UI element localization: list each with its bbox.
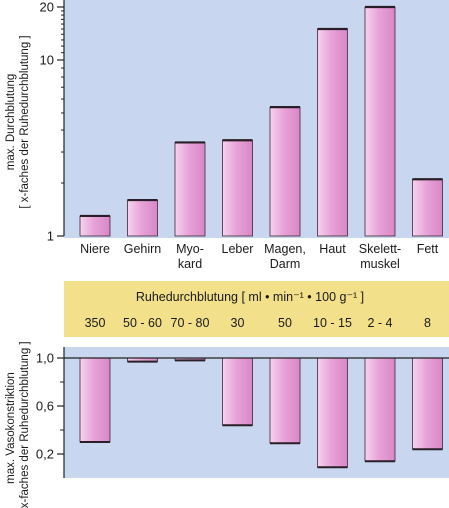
- max-flow-bar: [317, 28, 348, 237]
- max-flow-bar: [174, 142, 206, 237]
- max-flow-bar: [79, 215, 111, 237]
- vasoconstriction-bar: [269, 357, 301, 444]
- vasoconstriction-tick-label: 0,6: [36, 399, 54, 414]
- category-label: Gehirn: [124, 242, 162, 256]
- vasoconstriction-ylabel-line-1: max. Vasokonstriktion: [5, 372, 17, 484]
- vasoconstriction-bar: [317, 357, 348, 468]
- max-flow-tick-label: 1: [47, 229, 54, 244]
- max-flow-bar: [127, 199, 158, 237]
- rest-flow-value: 50: [278, 316, 292, 330]
- max-flow-ylabel-line-1: max. Durchblutung: [5, 74, 17, 171]
- rest-flow-band: Ruhedurchblutung [ ml • min⁻¹ • 100 g⁻¹ …: [64, 281, 449, 337]
- vasoconstriction-tick-label: 1,0: [36, 351, 54, 366]
- rest-flow-band-bg: [64, 281, 449, 337]
- vasoconstriction-ylabel-line-2: [ x-faches der Ruhedurchblutung ]: [19, 341, 31, 508]
- max-flow-bar: [269, 106, 301, 237]
- rest-flow-value: 50 - 60: [123, 316, 162, 330]
- max-flow-ylabel-line-2: [ x-faches der Ruhedurchblutung ]: [19, 35, 31, 208]
- vasoconstriction-tick-label: 0,2: [36, 447, 54, 462]
- max-flow-y-axis: 1 10 20: [40, 0, 65, 244]
- category-label: Fett: [417, 242, 439, 256]
- category-label: Leber: [222, 242, 254, 256]
- vasoconstriction-bar: [412, 357, 443, 450]
- rest-flow-value: 30: [231, 316, 245, 330]
- max-flow-tick-label: 20: [40, 0, 54, 15]
- rest-flow-value: 10 - 15: [313, 316, 352, 330]
- vasoconstriction-bar: [79, 357, 111, 443]
- rest-flow-value: 2 - 4: [367, 316, 392, 330]
- max-flow-bar: [222, 139, 253, 237]
- vasoconstriction-chart: max. Vasokonstriktion [ x-faches der Ruh…: [5, 341, 449, 508]
- rest-flow-value: 350: [85, 316, 106, 330]
- rest-flow-values: 350 50 - 60 70 - 80 30 50 10 - 15 2 - 4 8: [85, 316, 431, 330]
- category-label: muskel: [360, 257, 400, 271]
- category-label: kard: [178, 257, 202, 271]
- max-flow-bars: [79, 5, 443, 237]
- vasoconstriction-bar: [364, 357, 396, 462]
- max-flow-chart: max. Durchblutung [ x-faches der Ruhedur…: [5, 0, 449, 271]
- category-label: Skelett-: [359, 242, 401, 256]
- category-label: Darm: [270, 257, 301, 271]
- category-labels: Niere Gehirn Myo-kard Leber Magen,Darm Haut Sk…: [80, 242, 439, 271]
- category-label: Magen,: [264, 242, 306, 256]
- category-label: Haut: [319, 242, 346, 256]
- max-flow-bar: [412, 178, 443, 237]
- rest-flow-value: 8: [424, 316, 431, 330]
- vasoconstriction-bar: [222, 357, 253, 426]
- max-flow-tick-label: 10: [40, 52, 54, 67]
- max-flow-bar: [364, 6, 396, 237]
- rest-flow-value: 70 - 80: [171, 316, 210, 330]
- category-label: Myo-: [176, 242, 204, 256]
- vasoconstriction-y-axis: 1,0 0,6 0,2: [36, 347, 449, 478]
- category-label: Niere: [80, 242, 110, 256]
- rest-flow-title: Ruhedurchblutung [ ml • min⁻¹ • 100 g⁻¹ …: [136, 290, 364, 304]
